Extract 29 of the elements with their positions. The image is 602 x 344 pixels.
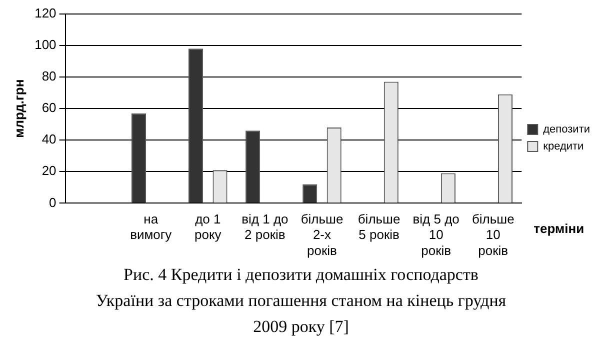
y-tick-label: 80 bbox=[42, 68, 56, 84]
category-label: на bbox=[144, 212, 158, 227]
y-tick-label: 120 bbox=[34, 6, 56, 21]
category-label: 5 років bbox=[358, 227, 400, 242]
category-label: років bbox=[478, 242, 508, 258]
text: Рис. 4 Кредити і депозити домашніх господарств України за строками погашення станом на кінець грудня 2009 року [7] bbox=[94, 264, 508, 338]
category-label: від 5 до bbox=[412, 212, 460, 227]
category-label: 10 bbox=[428, 227, 444, 242]
y-tick-label: 0 bbox=[49, 194, 56, 210]
category-label: років bbox=[421, 242, 452, 258]
x-axis-title: терміни bbox=[534, 220, 584, 236]
legend-label: депозити bbox=[543, 124, 590, 136]
category-label: більше bbox=[300, 212, 344, 227]
y-tick-label: 20 bbox=[42, 163, 56, 178]
category-label: року bbox=[194, 227, 222, 242]
y-tick-label: 100 bbox=[34, 37, 56, 52]
category-label: до 1 bbox=[195, 212, 221, 227]
category-label: 2-х bbox=[312, 227, 332, 242]
y-axis-title: млрд.грн bbox=[11, 79, 26, 138]
category-label: більше bbox=[472, 212, 514, 227]
legend-label: кредити bbox=[543, 140, 584, 153]
category-label: років bbox=[307, 242, 337, 258]
category-label: 10 bbox=[486, 227, 500, 242]
category-label: вимогу bbox=[130, 227, 172, 242]
y-tick-label: 60 bbox=[42, 100, 56, 116]
category-label: від 1 до bbox=[242, 212, 288, 227]
y-tick-label: 40 bbox=[42, 132, 56, 147]
category-label: 2 років bbox=[244, 227, 286, 242]
category-label: більше bbox=[358, 212, 400, 227]
